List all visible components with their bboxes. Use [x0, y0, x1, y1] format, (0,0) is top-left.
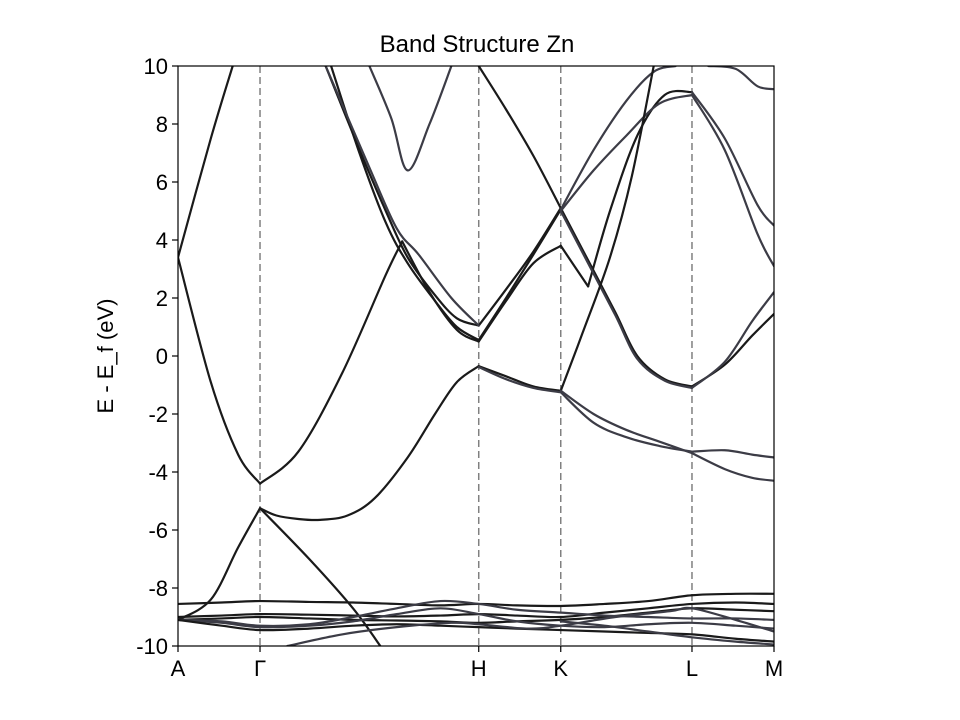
y-tick-label: 0	[156, 344, 168, 369]
band-line-17	[559, 93, 694, 213]
y-tick-label: 2	[156, 286, 168, 311]
kpoint-dashed-lines	[259, 66, 693, 646]
band-line-15	[559, 209, 694, 389]
band-line-11	[477, 208, 562, 342]
band-line-22	[324, 66, 480, 327]
band-line-5	[586, 89, 694, 288]
y-tick-label: -10	[136, 634, 168, 659]
x-tick-label: L	[686, 656, 698, 681]
band-line-36	[178, 599, 774, 627]
band-line-38	[178, 618, 774, 643]
band-line-7	[178, 66, 234, 259]
y-tick-label: 4	[156, 228, 168, 253]
band-line-23	[258, 365, 480, 522]
x-tick-label: Γ	[254, 656, 266, 681]
band-line-28	[559, 391, 694, 453]
band-line-35	[178, 607, 774, 624]
x-tick-label: A	[171, 656, 186, 681]
chart-title: Band Structure Zn	[380, 31, 575, 58]
band-line-4	[559, 244, 590, 288]
band-line-32	[707, 66, 774, 91]
band-line-9	[477, 207, 562, 327]
band-line-21	[368, 66, 453, 172]
plot-frame	[177, 65, 775, 647]
band-line-8	[324, 66, 480, 327]
band-line-31	[258, 507, 382, 646]
y-tick-label: -8	[148, 576, 168, 601]
band-line-25	[477, 365, 562, 394]
band-line-20	[559, 66, 655, 392]
x-tick-label: K	[553, 656, 568, 681]
band-line-10	[330, 66, 480, 342]
band-line-12	[477, 66, 562, 210]
band-line-6	[690, 91, 774, 227]
y-tick-label: 6	[156, 170, 168, 195]
x-tick-label: H	[471, 656, 487, 681]
y-tick-label: 8	[156, 112, 168, 137]
y-tick-label: -2	[148, 402, 168, 427]
x-tick-label: M	[765, 656, 783, 681]
band-line-16	[690, 291, 774, 389]
band-line-19	[559, 66, 677, 211]
band-line-2	[401, 240, 480, 343]
band-line-18	[690, 93, 774, 268]
band-line-0	[178, 256, 262, 485]
band-line-29	[690, 449, 774, 459]
band-line-27	[690, 452, 774, 482]
band-line-3	[477, 244, 562, 343]
axis-ticks: 10 8 6 4 2 0 -2 -4 -6 -8 -10A Γ H K L M	[136, 54, 783, 681]
y-axis-label: E - E_f (eV)	[93, 299, 118, 414]
y-tick-label: -4	[148, 460, 168, 485]
band-line-26	[559, 389, 694, 455]
band-line-13	[559, 207, 694, 388]
band-line-30	[178, 507, 262, 621]
y-tick-label: 10	[144, 54, 168, 79]
band-line-1	[258, 240, 404, 485]
y-tick-label: -6	[148, 518, 168, 543]
band-line-40	[559, 620, 774, 646]
band-lines	[178, 66, 774, 646]
band-line-37	[178, 607, 774, 630]
band-line-24	[477, 365, 562, 392]
band-line-39	[286, 606, 774, 646]
